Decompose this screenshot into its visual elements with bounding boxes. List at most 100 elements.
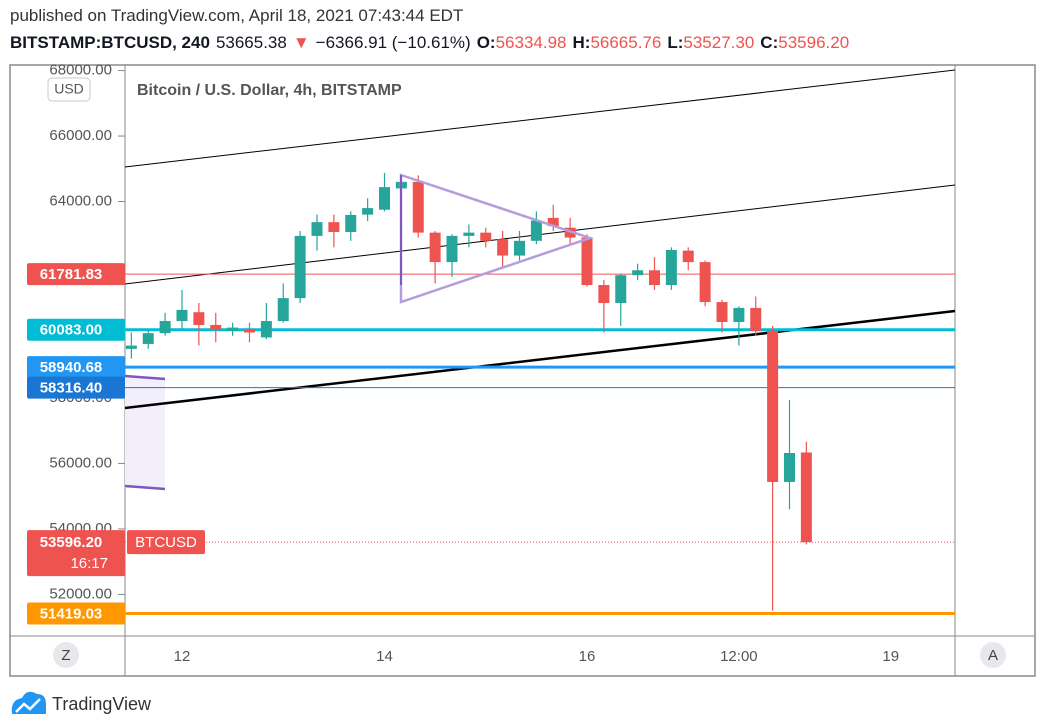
candle-body: [733, 307, 745, 323]
ohlc-item: C:53596.20: [760, 33, 849, 53]
last-price-tag: [27, 530, 125, 577]
candle-body: [665, 249, 677, 286]
drawings: [125, 69, 955, 491]
change: −6366.91 (−10.61%): [315, 33, 471, 52]
candle-body: [581, 237, 593, 286]
y-tick-label: 68000.00: [49, 62, 112, 79]
symbol-line: BITSTAMP:BTCUSD, 240 53665.38 ▼ −6366.91…: [10, 33, 849, 53]
candle-body: [362, 208, 374, 215]
symbol: BITSTAMP:BTCUSD, 240: [10, 33, 210, 52]
button[interactable]: [980, 642, 1006, 668]
candle-body: [530, 220, 542, 241]
price-tag: [27, 602, 125, 625]
x-tick-label: 19: [882, 648, 899, 665]
y-tick-label: 66000.00: [49, 127, 112, 144]
candle-body: [142, 333, 154, 344]
candle-body: [632, 270, 644, 276]
published-line: published on TradingView.com, April 18, …: [10, 6, 464, 25]
x-tick-label: 12: [174, 648, 191, 665]
price-tag-label: 61781.83: [40, 266, 103, 283]
triangle-pattern: [399, 173, 594, 304]
candle-body: [514, 240, 525, 256]
ohlc: O:56334.98 H:56665.76 L:53527.30 C:53596.20: [477, 33, 849, 53]
candle-body: [260, 321, 272, 338]
candle-body: [699, 262, 711, 303]
candle-body: [345, 214, 357, 232]
last-price-label: 53596.20: [40, 534, 103, 551]
candle-body: [784, 452, 795, 482]
brand: TradingView: [52, 694, 152, 714]
price-tag: [27, 376, 125, 399]
x-tick-label: 12:00: [720, 648, 758, 665]
ohlc-key: H:: [572, 33, 591, 52]
range-edge: [125, 484, 166, 491]
candle-body: [125, 345, 137, 349]
candle-body: [446, 235, 458, 263]
price-tag-label: 60083.00: [40, 322, 103, 339]
candle-body: [328, 222, 340, 232]
ohlc-item: O:56334.98: [477, 33, 567, 53]
price-tag-label: 58316.40: [40, 380, 103, 397]
candle-body: [277, 298, 289, 322]
frame: [9, 64, 1036, 677]
price-tag: [27, 263, 125, 286]
candle-body: [294, 235, 306, 299]
countdown: 16:17: [70, 555, 108, 572]
price-tags: 61781.83 60083.00 58940.68 58316.40 51419.03…: [27, 263, 205, 625]
candle-body: [598, 285, 610, 304]
price-tag-label: 51419.03: [40, 605, 103, 622]
range-shade: [125, 377, 165, 488]
candle-body: [682, 250, 694, 263]
x-tick-label: 14: [376, 648, 393, 665]
candle-body: [159, 321, 171, 334]
triangle: [399, 173, 594, 304]
y-tick-label: 56000.00: [49, 454, 112, 471]
range-edge: [125, 374, 166, 381]
y-tick-label: 52000.00: [49, 585, 112, 602]
candle-body: [176, 309, 188, 322]
price-tag: [27, 318, 125, 341]
ohlc-key: O:: [476, 33, 496, 52]
x-tick-label: 16: [579, 648, 596, 665]
ohlc-key: L:: [667, 33, 684, 52]
ohlc-value: 56665.76: [590, 33, 662, 52]
last-price: 53665.38: [215, 33, 287, 52]
currency-box: [47, 77, 91, 102]
symbol-tag-label: BTCUSD: [135, 534, 197, 551]
currency: USD: [54, 81, 84, 97]
button-label[interactable]: Z: [61, 647, 70, 664]
candle-body: [767, 330, 779, 482]
candle-body: [750, 307, 762, 331]
candle-body: [311, 222, 323, 236]
trend-line: [125, 69, 955, 168]
ohlc-value: 56334.98: [495, 33, 567, 52]
candle-body: [210, 324, 222, 330]
price-tag-label: 58940.68: [40, 359, 103, 376]
candle-body: [193, 312, 205, 325]
y-tick-label: 64000.00: [49, 192, 112, 209]
ohlc-value: 53527.30: [683, 33, 755, 52]
candle-body: [649, 270, 660, 286]
candle-body: [716, 302, 728, 323]
chart-title: Bitcoin / U.S. Dollar, 4h, BITSTAMP: [137, 82, 402, 99]
symbol-tag: [127, 530, 205, 555]
candle-body: [547, 217, 559, 227]
candle-body: [480, 232, 492, 241]
button-label[interactable]: A: [988, 647, 998, 664]
candle-body: [244, 329, 255, 333]
candles: [125, 173, 812, 611]
price-tag: [27, 356, 125, 379]
change-arrow: ▼: [292, 33, 310, 52]
trend-line: [125, 309, 955, 410]
candle-body: [463, 232, 475, 236]
candle-body: [497, 239, 509, 256]
candle-body: [429, 232, 441, 263]
button[interactable]: [53, 642, 79, 668]
logo: [11, 691, 46, 714]
ohlc-value: 53596.20: [778, 33, 850, 52]
logo-arrow: [15, 698, 41, 713]
candle-body: [800, 452, 812, 543]
candle-body: [615, 275, 627, 304]
